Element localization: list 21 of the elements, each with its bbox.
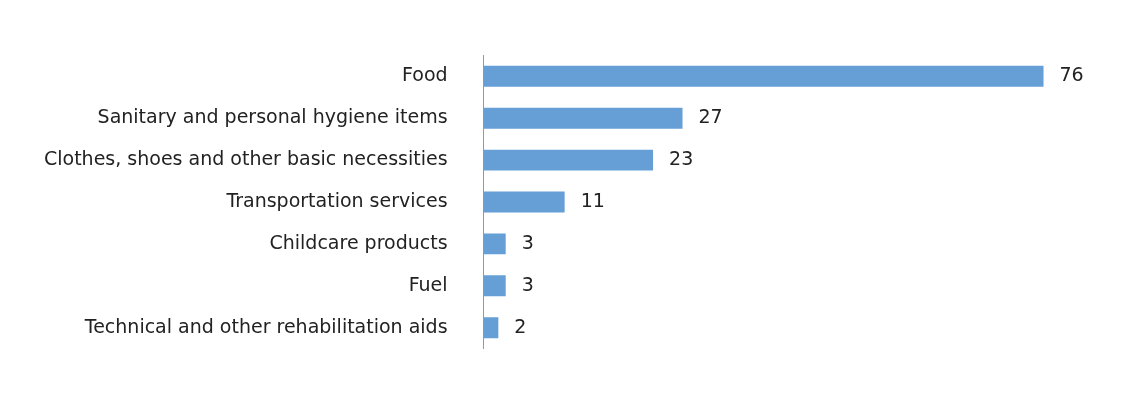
data-label: 11 bbox=[580, 188, 605, 211]
data-label: 3 bbox=[521, 230, 534, 253]
bar bbox=[483, 107, 683, 129]
bar bbox=[483, 317, 499, 339]
y-tick-label: Sanitary and personal hygiene items bbox=[97, 105, 448, 128]
bar bbox=[483, 149, 654, 171]
bar bbox=[483, 275, 506, 297]
data-label: 23 bbox=[669, 147, 694, 170]
data-label: 27 bbox=[698, 105, 723, 128]
bar bbox=[483, 191, 565, 213]
y-tick-label: Food bbox=[402, 63, 448, 86]
data-label: 3 bbox=[521, 272, 534, 295]
y-tick-label: Fuel bbox=[408, 272, 448, 295]
y-tick-label: Transportation services bbox=[225, 188, 448, 211]
y-tick-label: Clothes, shoes and other basic necessities bbox=[44, 147, 448, 170]
data-label: 2 bbox=[514, 314, 527, 337]
y-tick-label: Technical and other rehabilitation aids bbox=[83, 314, 448, 337]
bar bbox=[483, 233, 506, 255]
data-label: 76 bbox=[1059, 63, 1084, 86]
bar bbox=[483, 65, 1044, 87]
y-tick-label: Childcare products bbox=[269, 230, 448, 253]
